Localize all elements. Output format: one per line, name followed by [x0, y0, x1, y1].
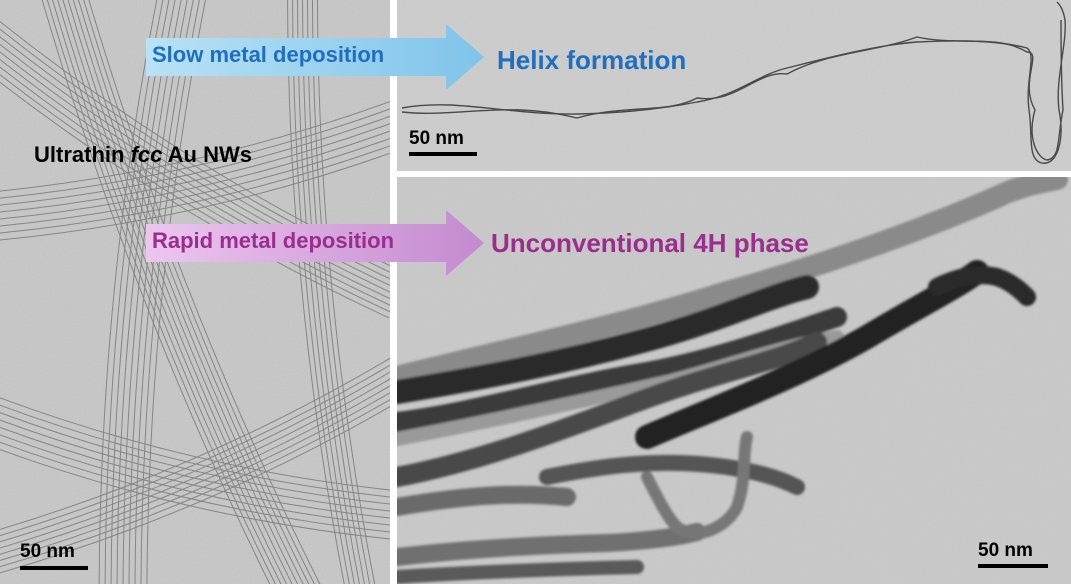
- nanowire-strand: [88, 0, 321, 584]
- nanowire-strand: [0, 108, 390, 199]
- nanowire-strand: [0, 378, 390, 549]
- tem-image-4h-phase-nanowires: [397, 177, 1071, 584]
- scale-bar-top-right: 50 nm: [409, 128, 477, 156]
- nanowire-strand: [287, 0, 345, 584]
- nanowire-strand: [0, 137, 390, 227]
- tem-panel-ultrathin-nanowires: Ultrathin fcc Au NWs 50 nm: [0, 0, 390, 584]
- nanowire-strand: [0, 51, 390, 293]
- tem-panel-helix: 50 nm: [397, 0, 1071, 171]
- rapid-deposition-label: Rapid metal deposition: [152, 228, 395, 253]
- nanowire-strand: [41, 0, 271, 584]
- scale-bar-line: [978, 564, 1048, 568]
- scale-bar-line: [409, 152, 477, 156]
- nanowire-strand: [134, 0, 194, 584]
- helix-formation-label: Helix formation: [497, 45, 687, 75]
- nanowire-strand: [0, 399, 390, 568]
- scale-bar-line: [20, 566, 88, 570]
- nanowire-strand: [0, 405, 390, 574]
- scale-bar-left: 50 nm: [20, 541, 88, 570]
- nanowire-strand: [62, 0, 293, 584]
- nanowire-strand: [0, 397, 390, 491]
- nanowire-strand: [0, 385, 390, 555]
- 4h-phase-label: Unconventional 4H phase: [491, 228, 809, 258]
- tem-image-helix-nanowire: [397, 0, 1071, 171]
- nanowire-strand: [0, 441, 390, 533]
- nanowire-strand: [52, 0, 282, 584]
- nanowire-strand: [72, 0, 304, 584]
- nanowire-strand: [0, 426, 390, 519]
- rapid-deposition-arrow: Rapid metal deposition: [146, 210, 486, 276]
- ultrathin-nanowires-label: Ultrathin fcc Au NWs: [34, 142, 252, 167]
- nanowire-strand: [0, 81, 390, 319]
- slow-deposition-arrow: Slow metal deposition: [146, 24, 486, 90]
- tem-panel-4h-phase: 50 nm: [397, 177, 1071, 584]
- nanowire-strand: [0, 100, 390, 192]
- nanowire-strand: [78, 0, 310, 584]
- nanowire-strand: [0, 364, 390, 537]
- nanowire-strand: [0, 58, 390, 300]
- nanowire-strand: [0, 357, 390, 530]
- scale-bar-bottom-right: 50 nm: [978, 540, 1048, 568]
- nanowire-strand: [67, 0, 299, 584]
- nanowire-strand: [297, 0, 355, 584]
- nanowire-strand: [0, 130, 390, 220]
- nanowire-strand: [140, 0, 200, 584]
- tem-image-ultrathin-nanowires: [0, 0, 390, 584]
- nanowire-strand: [0, 152, 390, 241]
- nanowire-strand: [46, 0, 276, 584]
- nanowire-strand: [0, 145, 390, 234]
- nanowire-strand: [0, 419, 390, 512]
- nanowire-strand: [98, 0, 158, 584]
- nanowire-strand: [0, 123, 390, 213]
- nanowire-strand: [0, 115, 390, 206]
- nanowire-strand: [0, 392, 390, 561]
- nanowire-strand: [0, 74, 390, 313]
- nanowire-strand: [292, 0, 350, 584]
- nanowire-strand: [0, 66, 390, 306]
- nanowire-strand: [0, 371, 390, 543]
- slow-deposition-label: Slow metal deposition: [152, 42, 385, 67]
